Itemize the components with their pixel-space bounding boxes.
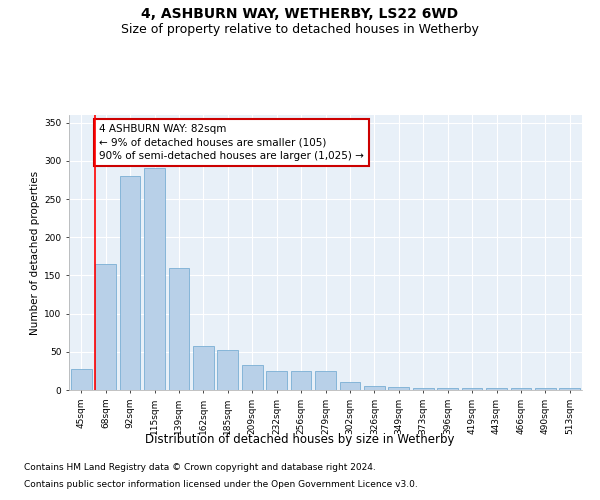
Text: Contains HM Land Registry data © Crown copyright and database right 2024.: Contains HM Land Registry data © Crown c… <box>24 462 376 471</box>
Text: 4, ASHBURN WAY, WETHERBY, LS22 6WD: 4, ASHBURN WAY, WETHERBY, LS22 6WD <box>142 8 458 22</box>
Bar <box>315 371 336 390</box>
Bar <box>71 368 92 390</box>
Bar <box>511 388 532 390</box>
Bar <box>217 350 238 390</box>
Bar <box>290 371 311 390</box>
Bar <box>95 264 116 390</box>
Bar <box>242 365 263 390</box>
Text: Size of property relative to detached houses in Wetherby: Size of property relative to detached ho… <box>121 22 479 36</box>
Y-axis label: Number of detached properties: Number of detached properties <box>30 170 40 334</box>
Text: 4 ASHBURN WAY: 82sqm
← 9% of detached houses are smaller (105)
90% of semi-detac: 4 ASHBURN WAY: 82sqm ← 9% of detached ho… <box>99 124 364 160</box>
Bar <box>461 388 482 390</box>
Bar <box>144 168 165 390</box>
Bar <box>193 346 214 390</box>
Bar <box>266 371 287 390</box>
Bar <box>413 388 434 390</box>
Bar <box>388 387 409 390</box>
Text: Distribution of detached houses by size in Wetherby: Distribution of detached houses by size … <box>145 432 455 446</box>
Bar <box>535 388 556 390</box>
Bar <box>119 176 140 390</box>
Bar <box>486 388 507 390</box>
Bar <box>340 382 361 390</box>
Bar <box>437 388 458 390</box>
Bar <box>559 388 580 390</box>
Bar <box>364 386 385 390</box>
Bar <box>169 268 190 390</box>
Text: Contains public sector information licensed under the Open Government Licence v3: Contains public sector information licen… <box>24 480 418 489</box>
